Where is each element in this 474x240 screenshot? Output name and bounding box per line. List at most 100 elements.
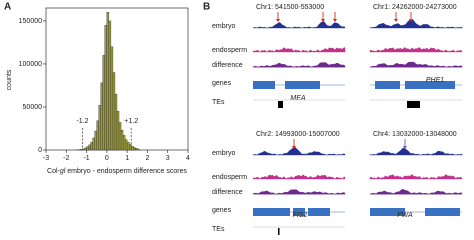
locus-panel: Chr1: 24262000-24273000 PHE1 xyxy=(369,4,463,108)
y-tick-label: 150000 xyxy=(19,18,42,25)
bar xyxy=(124,139,128,151)
x-axis-label-part: gl xyxy=(60,168,66,175)
signal-track xyxy=(369,189,463,195)
x-tick-label: 0 xyxy=(105,155,109,162)
bar xyxy=(96,120,99,151)
y-tick-label: 0 xyxy=(38,147,42,154)
signal-track xyxy=(369,147,463,156)
gene-model xyxy=(425,208,460,216)
arrow-head xyxy=(333,19,337,22)
locus-panel: Chr4: 13032000-13048000 FWA xyxy=(369,131,463,219)
track-label: endosperm xyxy=(212,47,247,54)
gene-name: MEA xyxy=(290,95,306,102)
threshold-label: +1.2 xyxy=(124,118,138,125)
x-tick-label: 4 xyxy=(186,155,190,162)
arrow-head xyxy=(409,19,413,22)
signal-track xyxy=(369,19,463,29)
track-label: difference xyxy=(212,189,243,196)
bar xyxy=(137,148,140,151)
bar xyxy=(98,105,101,151)
te-block xyxy=(407,101,420,108)
locus-title: Chr1: 24262000-24273000 xyxy=(373,4,457,11)
locus-panel: Chr2: 14993000-15007000 embryo endosperm di… xyxy=(212,131,346,235)
x-axis-label-part: Col- xyxy=(47,168,61,175)
locus-panel: Chr1: 541500-553000 embryo endosperm differ… xyxy=(212,4,346,108)
bar xyxy=(114,93,118,151)
bar xyxy=(112,72,116,151)
bar xyxy=(92,137,95,151)
gene-model xyxy=(285,81,320,89)
bar xyxy=(86,146,89,151)
te-block xyxy=(278,101,283,108)
panel-label: B xyxy=(203,2,210,13)
histogram: 0 50000 100000 150000 -3 -2 -1 0 1 2 3 4 -1.2 +1.2 cou… xyxy=(6,7,190,175)
threshold-label: -1.2 xyxy=(76,118,88,125)
gene-model xyxy=(253,208,290,216)
track-label: embryo xyxy=(212,150,235,157)
arrow-head xyxy=(292,146,296,149)
track-label: embryo xyxy=(212,23,235,30)
track-label: difference xyxy=(212,62,243,69)
signal-track xyxy=(252,146,346,156)
bar xyxy=(94,130,97,151)
gene-model xyxy=(253,81,275,89)
arrow-head xyxy=(403,146,407,149)
panel-label: A xyxy=(4,2,11,13)
x-tick-label: -2 xyxy=(63,155,69,162)
x-tick-label: 3 xyxy=(166,155,170,162)
track-label: TEs xyxy=(212,226,225,233)
arrow-head xyxy=(394,19,398,22)
genome-browser: Chr1: 541500-553000 embryo endosperm differ… xyxy=(212,4,463,235)
signal-track xyxy=(252,189,346,195)
track-label: genes xyxy=(212,207,232,214)
gene-model xyxy=(375,81,400,89)
signal-track xyxy=(252,174,346,180)
bar xyxy=(120,130,124,151)
x-tick-label: -3 xyxy=(43,155,49,162)
bar xyxy=(135,148,138,151)
gene-model xyxy=(370,208,405,216)
signal-track xyxy=(252,21,346,29)
bar xyxy=(126,142,130,151)
bar xyxy=(116,111,120,151)
bar xyxy=(102,55,106,151)
arrow-head xyxy=(321,19,325,22)
bar xyxy=(110,46,114,151)
bar xyxy=(100,82,103,151)
bar xyxy=(88,144,91,151)
bar xyxy=(118,122,122,151)
x-axis-label: Col-gl embryo - endosperm difference sco… xyxy=(47,168,187,175)
x-tick-label: 1 xyxy=(125,155,129,162)
gene-name: FWA xyxy=(397,212,413,219)
track-label: TEs xyxy=(212,99,225,106)
x-tick-label: -1 xyxy=(83,155,89,162)
x-axis-label-part: embryo - endosperm difference scores xyxy=(65,168,187,175)
locus-title: Chr4: 13032000-13048000 xyxy=(373,131,457,138)
y-tick-label: 100000 xyxy=(19,61,42,68)
gene-model xyxy=(293,208,305,216)
y-tick-label: 50000 xyxy=(23,104,43,111)
track-label: endosperm xyxy=(212,174,247,181)
y-axis-label: counts xyxy=(6,69,13,90)
bar xyxy=(106,12,110,151)
bar xyxy=(90,142,93,151)
locus-title: Chr2: 14993000-15007000 xyxy=(256,131,340,138)
track-label: genes xyxy=(212,80,232,87)
x-tick-label: 2 xyxy=(145,155,149,162)
gene-model xyxy=(308,208,330,216)
signal-track xyxy=(252,47,346,53)
bar xyxy=(84,147,87,151)
signal-track xyxy=(252,62,346,68)
signal-track xyxy=(369,47,463,53)
bar xyxy=(108,20,112,151)
gene-name: PHE1 xyxy=(426,77,444,84)
bar xyxy=(133,147,136,151)
bar xyxy=(122,135,126,151)
signal-track xyxy=(369,174,463,180)
bar xyxy=(104,25,108,151)
te-block xyxy=(278,228,280,235)
gene-model xyxy=(405,81,455,89)
signal-track xyxy=(369,61,463,68)
gene-name: FIS2 xyxy=(293,212,308,219)
